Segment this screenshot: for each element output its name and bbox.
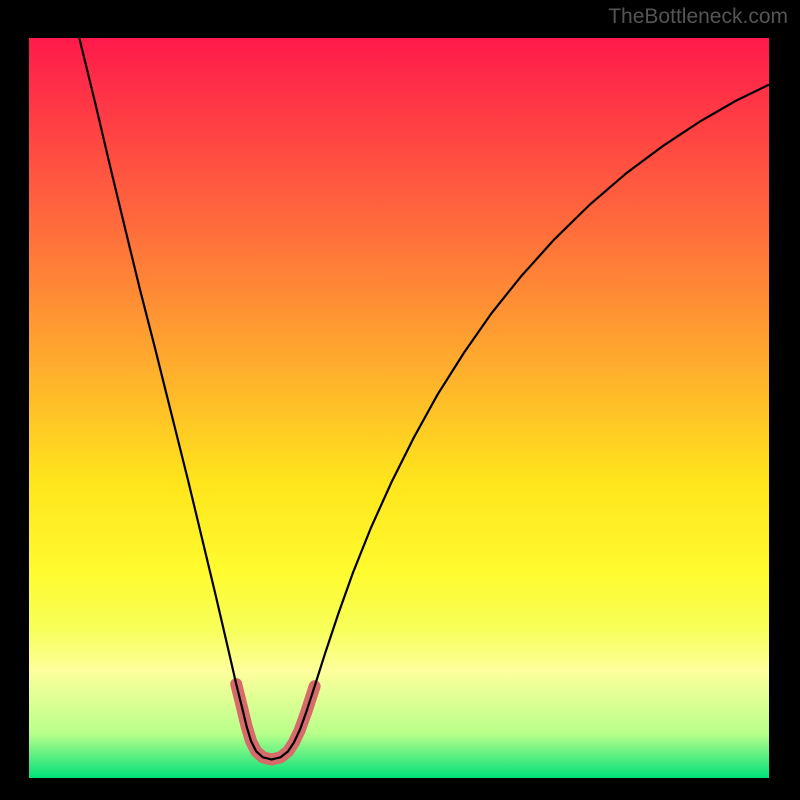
plot-frame bbox=[20, 30, 778, 786]
v-curve bbox=[79, 38, 769, 760]
curve-layer bbox=[29, 38, 769, 778]
watermark-text: TheBottleneck.com bbox=[608, 5, 788, 29]
plot-gradient-area bbox=[29, 38, 769, 778]
